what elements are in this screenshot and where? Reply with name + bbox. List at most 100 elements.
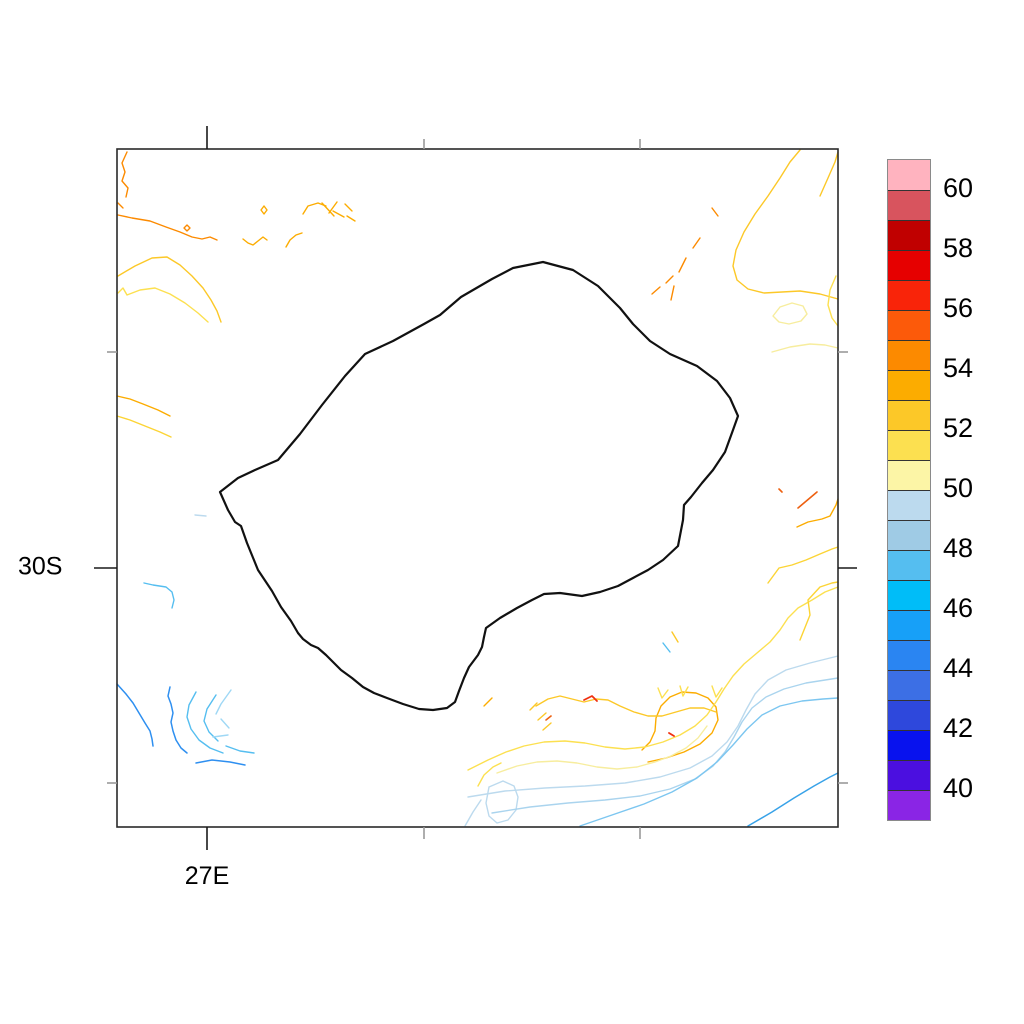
colorbar-divider	[888, 220, 930, 221]
contour-line	[772, 302, 808, 325]
contour-line	[671, 631, 679, 643]
contour-line	[827, 275, 839, 327]
colorbar-tick-label: 42	[943, 712, 974, 743]
colorbar-divider	[888, 340, 930, 341]
axis-ticks-group	[94, 126, 857, 850]
colorbar-tick-label: 56	[943, 292, 974, 323]
contour-line	[117, 202, 124, 209]
contour-line	[186, 691, 224, 754]
contour-line	[194, 514, 207, 517]
colorbar-cell	[888, 760, 930, 790]
contour-line	[670, 285, 675, 301]
colorbar-cell	[888, 220, 930, 250]
contour-line	[225, 745, 255, 754]
contour-line	[819, 151, 839, 197]
colorbar-tick-label: 60	[943, 172, 974, 203]
colorbar-cell	[888, 370, 930, 400]
colorbar-tick-label: 54	[943, 352, 974, 383]
colorbar-cell	[888, 790, 930, 820]
contour-line	[641, 691, 719, 763]
colorbar-divider	[888, 280, 930, 281]
y-axis-tick-label: 30S	[18, 552, 63, 581]
colorbar-tick-label: 44	[943, 652, 974, 683]
colorbar-divider	[888, 370, 930, 371]
colorbar-divider	[888, 640, 930, 641]
contour-line	[767, 546, 839, 584]
contour-line	[260, 205, 268, 215]
contour-line	[747, 772, 839, 827]
colorbar-divider	[888, 760, 930, 761]
contour-line	[117, 256, 222, 323]
contour-line	[143, 582, 175, 609]
colorbar-cell	[888, 160, 930, 190]
contour-line	[535, 695, 717, 717]
contour-line	[215, 689, 232, 715]
colorbar-divider	[888, 250, 930, 251]
contour-line	[332, 210, 345, 218]
colorbar-cell	[888, 700, 930, 730]
colorbar-cell	[888, 520, 930, 550]
contour-line	[665, 275, 674, 284]
colorbar-tick-label: 48	[943, 532, 974, 563]
contour-line	[799, 581, 839, 641]
colorbar-cell	[888, 310, 930, 340]
contour-line	[797, 491, 818, 509]
colorbar-tick-label: 58	[943, 232, 974, 263]
contour-line	[121, 151, 129, 198]
contour-line	[117, 287, 209, 323]
contour-line	[711, 207, 719, 217]
colorbar-tick-label: 50	[943, 472, 974, 503]
contour-line	[529, 702, 538, 711]
colorbar-cell	[888, 250, 930, 280]
contour-line	[203, 694, 219, 742]
contour-line	[657, 687, 669, 699]
contour-lines-group	[116, 149, 839, 827]
contour-line	[579, 697, 839, 827]
colorbar-cell	[888, 460, 930, 490]
colorbar-divider	[888, 310, 930, 311]
colorbar-divider	[888, 520, 930, 521]
contour-line	[483, 697, 493, 707]
colorbar-cell	[888, 400, 930, 430]
colorbar-cell	[888, 430, 930, 460]
contour-line	[662, 642, 671, 653]
colorbar-cell	[888, 670, 930, 700]
contour-line	[117, 214, 218, 241]
contour-line	[477, 762, 502, 787]
contour-line	[537, 712, 547, 721]
colorbar-divider	[888, 670, 930, 671]
map-outline-group	[218, 260, 740, 712]
colorbar-cell	[888, 580, 930, 610]
contour-line	[195, 759, 246, 766]
country-border-outline	[218, 260, 740, 712]
contour-line	[321, 202, 335, 217]
colorbar-divider	[888, 490, 930, 491]
contour-line	[711, 685, 723, 698]
contour-line	[242, 236, 268, 246]
contour-line	[796, 498, 839, 528]
colorbar-cell	[888, 340, 930, 370]
x-axis-tick-label: 27E	[184, 862, 230, 890]
colorbar-cell	[888, 640, 930, 670]
contour-line	[220, 718, 230, 729]
contour-line	[346, 215, 356, 222]
contour-line	[668, 732, 675, 737]
contour-line	[167, 686, 188, 754]
contour-line	[183, 224, 191, 232]
colorbar-divider	[888, 400, 930, 401]
colorbar-cell	[888, 190, 930, 220]
contour-line	[679, 685, 689, 697]
colorbar-divider	[888, 700, 930, 701]
colorbar-divider	[888, 580, 930, 581]
colorbar-divider	[888, 190, 930, 191]
contour-line	[545, 715, 552, 721]
contour-line	[467, 655, 839, 798]
colorbar-divider	[888, 730, 930, 731]
contour-line	[651, 286, 661, 295]
colorbar-cell	[888, 280, 930, 310]
contour-line	[692, 237, 701, 249]
contour-line	[583, 695, 598, 702]
contour-line	[678, 257, 687, 273]
